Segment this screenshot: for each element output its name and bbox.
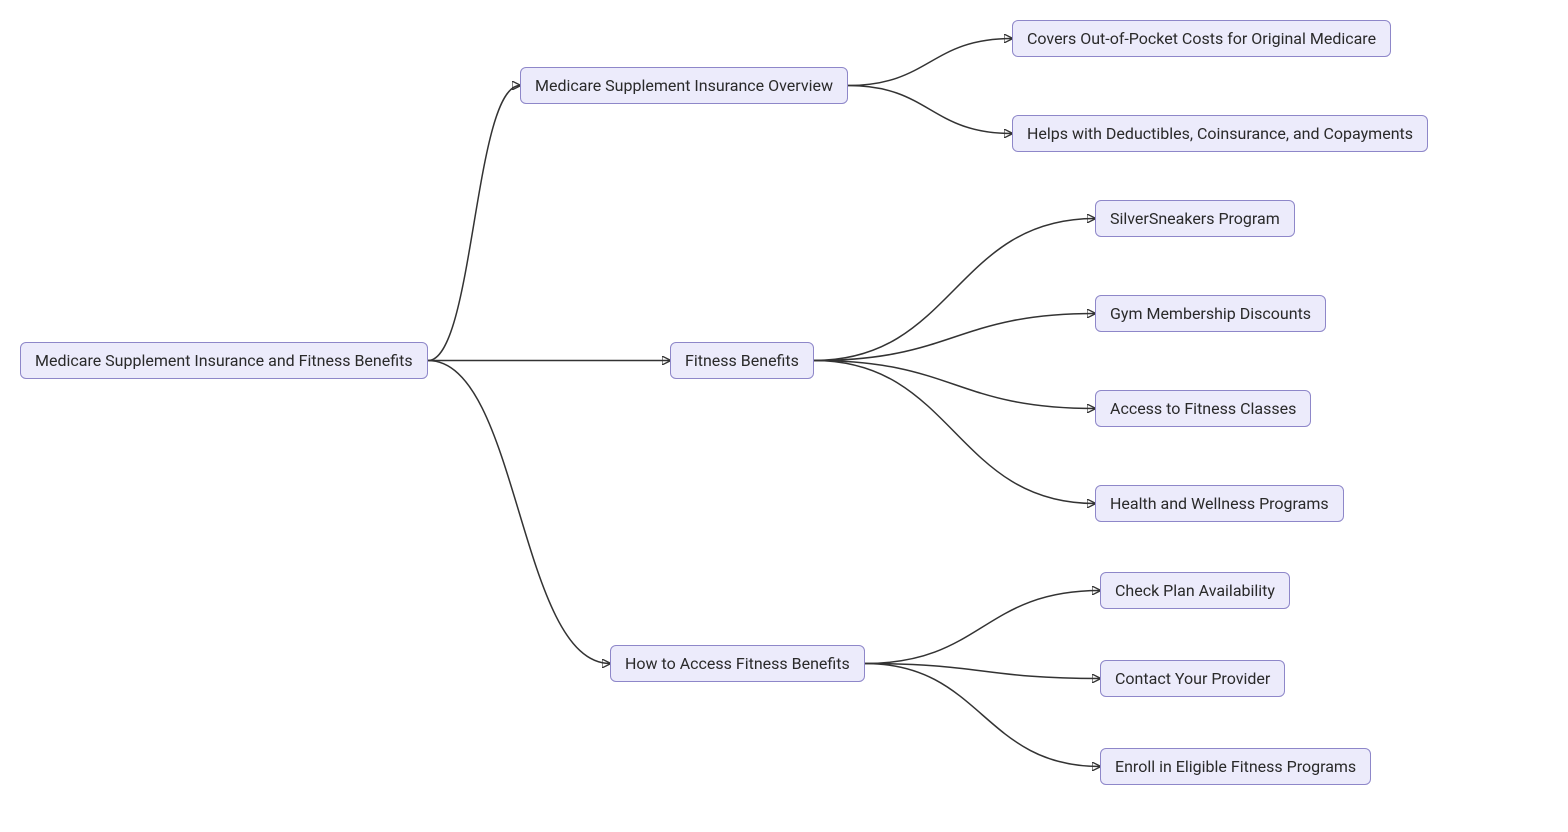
edge-b1-b1c2 — [848, 86, 1012, 134]
node-b1: Medicare Supplement Insurance Overview — [520, 67, 848, 104]
node-b3c2: Contact Your Provider — [1100, 660, 1285, 697]
edge-root-b3 — [428, 361, 610, 664]
node-b2c4: Health and Wellness Programs — [1095, 485, 1344, 522]
node-b1c2: Helps with Deductibles, Coinsurance, and… — [1012, 115, 1428, 152]
node-b2c1: SilverSneakers Program — [1095, 200, 1295, 237]
node-b2c3: Access to Fitness Classes — [1095, 390, 1311, 427]
node-b3c3: Enroll in Eligible Fitness Programs — [1100, 748, 1371, 785]
edge-b2-b2c4 — [814, 361, 1095, 504]
edge-b3-b3c3 — [865, 664, 1100, 767]
node-b1c1: Covers Out-of-Pocket Costs for Original … — [1012, 20, 1391, 57]
edge-b2-b2c3 — [814, 361, 1095, 409]
edge-b3-b3c2 — [865, 664, 1100, 679]
edge-b1-b1c1 — [848, 39, 1012, 86]
edge-b2-b2c2 — [814, 314, 1095, 361]
node-b3: How to Access Fitness Benefits — [610, 645, 865, 682]
edge-root-b1 — [428, 86, 520, 361]
node-b3c1: Check Plan Availability — [1100, 572, 1290, 609]
edge-b3-b3c1 — [865, 591, 1100, 664]
node-root: Medicare Supplement Insurance and Fitnes… — [20, 342, 428, 379]
node-b2: Fitness Benefits — [670, 342, 814, 379]
edge-b2-b2c1 — [814, 219, 1095, 361]
node-b2c2: Gym Membership Discounts — [1095, 295, 1326, 332]
